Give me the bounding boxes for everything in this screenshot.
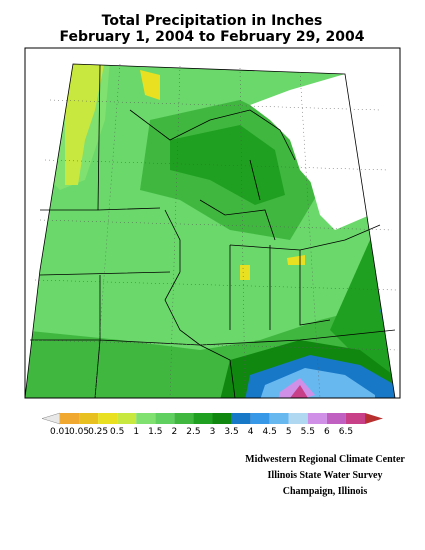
legend-swatch bbox=[231, 413, 251, 424]
legend-label: 1 bbox=[133, 427, 139, 437]
graticule bbox=[29, 63, 399, 399]
legend-label: 0.25 bbox=[88, 427, 108, 437]
precipitation-field bbox=[25, 64, 395, 398]
legend-label: 4 bbox=[248, 427, 254, 437]
legend-swatch bbox=[136, 413, 156, 424]
legend-swatch bbox=[326, 413, 346, 424]
legend-swatch bbox=[269, 413, 289, 424]
legend-label: 5.5 bbox=[301, 427, 315, 437]
legend-label: 2 bbox=[172, 427, 178, 437]
legend-swatch bbox=[117, 413, 137, 424]
credit: Illinois State Water Survey bbox=[268, 470, 383, 481]
title: Total Precipitation in Inches bbox=[102, 13, 323, 29]
legend-arrow bbox=[41, 412, 61, 425]
legend-swatch bbox=[174, 413, 194, 424]
legend-label: 5 bbox=[286, 427, 292, 437]
legend-swatch bbox=[60, 413, 80, 424]
legend-swatch bbox=[345, 413, 365, 424]
legend: 0.01 0.05 0.25 0.5 1 1.5 2 2.5 3 3.5 4 4.5 5 5.5 6 6.5 bbox=[41, 412, 383, 437]
state-boundaries bbox=[24, 63, 396, 399]
legend-label: 0.05 bbox=[69, 427, 89, 437]
legend-swatch bbox=[193, 413, 213, 424]
legend-swatch bbox=[79, 413, 99, 424]
legend-swatch bbox=[307, 413, 327, 424]
credit: Midwestern Regional Climate Center bbox=[245, 454, 405, 465]
legend-label: 6.5 bbox=[339, 427, 353, 437]
legend-swatch bbox=[212, 413, 232, 424]
legend-swatch bbox=[250, 413, 270, 424]
map-frame bbox=[24, 47, 401, 399]
legend-label: 3.5 bbox=[224, 427, 238, 437]
legend-label: 3 bbox=[210, 427, 216, 437]
legend-swatch bbox=[288, 413, 308, 424]
legend-label: 6 bbox=[324, 427, 330, 437]
legend-swatch bbox=[98, 413, 118, 424]
credit: Champaign, Illinois bbox=[283, 486, 368, 497]
legend-label: 4.5 bbox=[263, 427, 277, 437]
legend-label: 0.01 bbox=[50, 427, 70, 437]
legend-label: 2.5 bbox=[186, 427, 200, 437]
legend-label: 0.5 bbox=[110, 427, 124, 437]
legend-label: 1.5 bbox=[148, 427, 162, 437]
subtitle: February 1, 2004 to February 29, 2004 bbox=[59, 29, 364, 45]
legend-arrow bbox=[365, 413, 383, 424]
legend-swatch bbox=[155, 413, 175, 424]
